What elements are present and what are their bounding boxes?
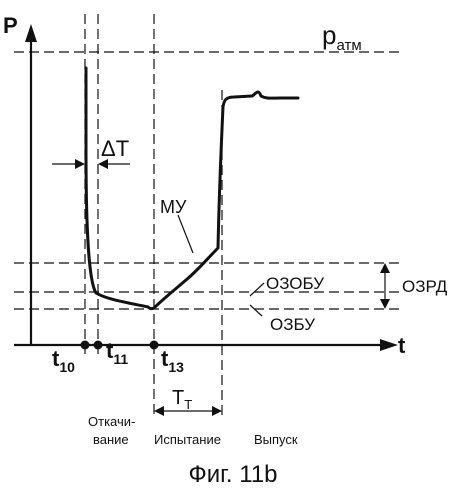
mu-leader <box>178 215 193 253</box>
phase-release: Выпуск <box>254 432 298 447</box>
delta-t-label: ΔT <box>101 136 129 161</box>
phase-pumping-line1: Откачи- <box>88 414 135 429</box>
ozbu-label: ОЗБУ <box>270 315 315 334</box>
t10-label: t10 <box>52 346 75 375</box>
p-axis-label: P <box>3 13 18 38</box>
p-axis-arrow <box>25 24 37 42</box>
ozobu-label: ОЗОБУ <box>266 274 324 293</box>
ozrd-arrow-up <box>380 263 390 273</box>
figure-caption: Фиг. 11b <box>188 461 277 488</box>
phase-test: Испытание <box>154 432 221 447</box>
tt-label: TT <box>172 387 192 412</box>
t-axis-label: t <box>398 333 406 358</box>
ozobu-leader <box>250 283 264 296</box>
ozrd-label: ОЗРД <box>402 277 448 296</box>
phase-pumping-line2: вание <box>93 432 129 447</box>
t-axis-arrow <box>380 339 398 351</box>
t11-point <box>94 341 103 350</box>
ozbu-leader <box>250 305 262 316</box>
t13-label: t13 <box>161 346 184 375</box>
t11-label: t11 <box>106 338 128 367</box>
tt-arrow-left <box>154 406 164 416</box>
t10-point <box>81 341 90 350</box>
patm-label: pатм <box>322 20 362 54</box>
mu-label: МУ <box>160 197 187 217</box>
tt-arrow-right <box>212 406 222 416</box>
pressure-curve <box>86 68 298 309</box>
ozrd-arrow-down <box>380 299 390 309</box>
t13-point <box>150 341 159 350</box>
